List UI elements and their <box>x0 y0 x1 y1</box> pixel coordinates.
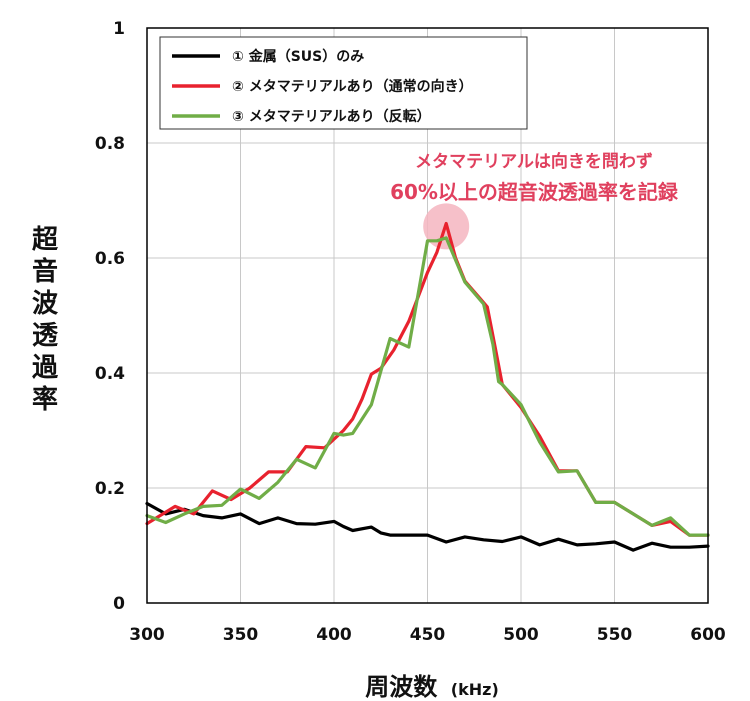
y-tick-label: 1 <box>113 19 125 39</box>
x-tick-labels: 300 350 400 450 500 550 600 <box>129 625 726 645</box>
x-axis-title-main: 周波数 <box>365 673 438 701</box>
x-tick-label: 300 <box>129 625 165 645</box>
plot-frame <box>146 27 709 604</box>
series-line-3 <box>145 236 710 537</box>
y-tick-label: 0.2 <box>95 479 125 499</box>
x-tick-label: 350 <box>223 625 259 645</box>
y-tick-label: 0 <box>113 594 125 614</box>
x-tick-label: 450 <box>410 625 446 645</box>
x-axis-title: 周波数 (kHz) <box>365 673 499 701</box>
annotation-line-2: 60%以上の超音波透過率を記録 <box>390 180 679 204</box>
y-axis-title-char: 音 <box>32 256 58 287</box>
legend-label-2: ② メタマテリアルあり（通常の向き） <box>232 78 473 95</box>
y-tick-label: 0.8 <box>95 134 125 154</box>
legend: ① 金属（SUS）のみ ② メタマテリアルあり（通常の向き） ③ メタマテリアルあり… <box>159 36 528 130</box>
series-line-1 <box>145 501 710 552</box>
x-axis-title-unit: (kHz) <box>451 680 499 699</box>
x-tick-label: 550 <box>597 625 633 645</box>
x-tick-label: 600 <box>690 625 726 645</box>
legend-box <box>159 36 528 130</box>
y-axis-title-char: 過 <box>32 353 59 383</box>
legend-label-1: ① 金属（SUS）のみ <box>232 48 364 65</box>
y-axis-title-char: 透 <box>32 321 59 351</box>
x-tick-label: 400 <box>316 625 352 645</box>
y-axis-title: 超音波透過率 <box>32 225 59 415</box>
annotation-line-1: メタマテリアルは向きを問わず <box>415 151 653 172</box>
y-axis-title-char: 波 <box>32 289 59 319</box>
y-tick-labels: 0 0.2 0.4 0.6 0.8 1 <box>95 19 125 614</box>
y-axis-title-char: 率 <box>32 384 58 415</box>
series-layer <box>145 221 710 552</box>
y-axis-title-char: 超 <box>32 225 59 255</box>
x-tick-label: 500 <box>503 625 539 645</box>
legend-label-3: ③ メタマテリアルあり（反転） <box>232 108 431 125</box>
y-tick-label: 0.4 <box>95 364 125 384</box>
y-tick-label: 0.6 <box>95 249 125 269</box>
